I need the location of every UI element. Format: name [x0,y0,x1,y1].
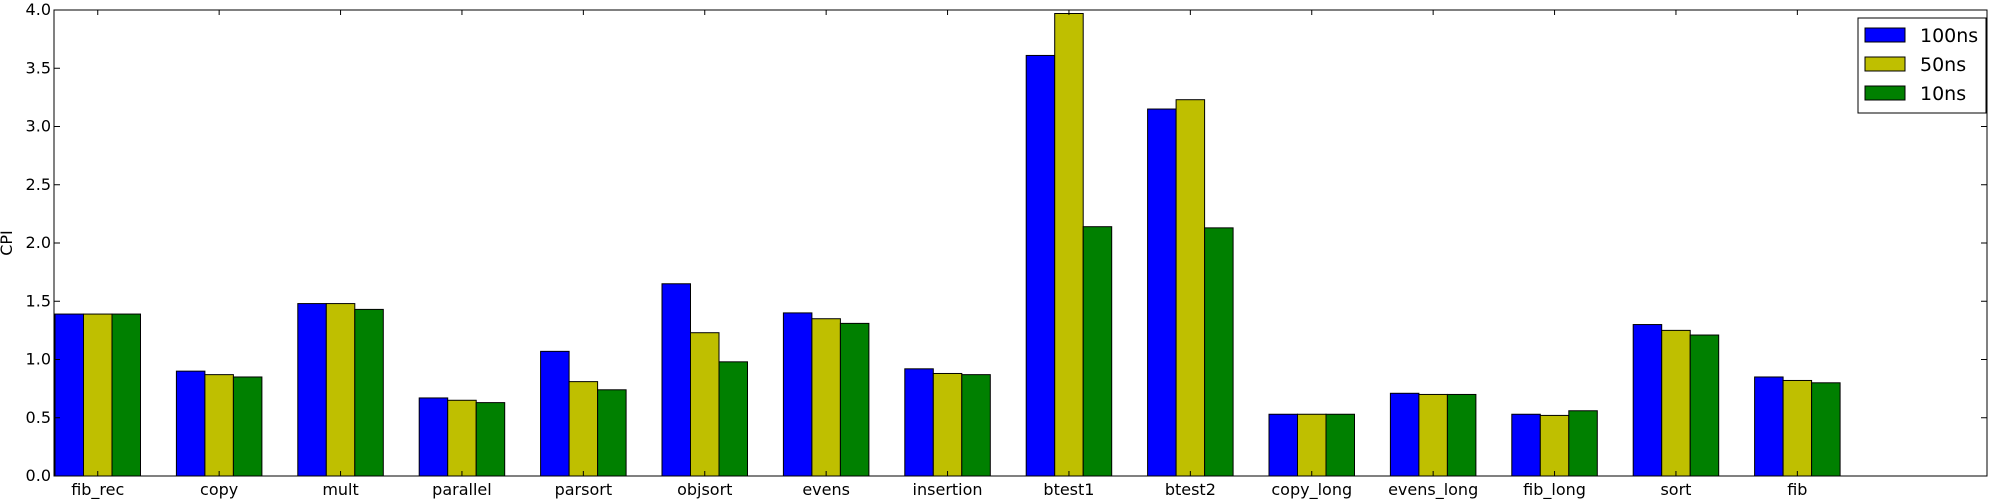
bar-btest2-100ns [1147,108,1177,477]
y-tick-label: 2.0 [26,233,51,252]
x-tick-label-fib_rec: fib_rec [71,480,124,500]
bar-parallel-50ns [447,399,477,477]
bar-fib_rec-10ns [111,313,141,477]
bar-fib_rec-100ns [54,313,84,477]
bar-btest1-100ns [1025,54,1056,477]
bar-btest1-50ns [1054,13,1084,477]
x-tick-label-insertion: insertion [913,480,983,499]
bar-evens_long-10ns [1446,393,1477,477]
bar-mult-10ns [354,308,384,477]
x-tick-label-btest2: btest2 [1165,480,1216,499]
legend-label-100ns: 100ns [1920,25,1978,47]
y-tick-label: 2.5 [26,175,51,194]
y-tick-label: 3.0 [26,117,51,136]
x-tick-label-mult: mult [322,480,358,499]
x-tick-label-btest1: btest1 [1043,480,1094,499]
bar-objsort-10ns [718,361,748,477]
x-tick-label-fib_long: fib_long [1523,480,1586,500]
bar-parallel-10ns [475,402,506,477]
bar-fib_long-100ns [1511,413,1541,477]
bar-fib_rec-50ns [83,313,113,477]
bar-fib-10ns [1811,382,1841,477]
bar-fib-50ns [1782,379,1813,477]
x-tick-label-fib: fib [1787,480,1807,499]
bar-sort-100ns [1632,324,1663,477]
bar-copy_long-50ns [1297,413,1327,477]
bar-insertion-50ns [932,372,963,477]
legend-label-50ns: 50ns [1920,54,1966,76]
bar-evens_long-100ns [1389,392,1420,477]
bar-insertion-100ns [904,368,934,477]
bar-sort-10ns [1689,334,1720,477]
bar-evens_long-50ns [1418,393,1448,477]
bar-parsort-10ns [597,389,627,477]
bar-parsort-100ns [540,350,570,477]
bar-mult-100ns [297,303,327,477]
bar-copy_long-100ns [1268,413,1298,477]
bar-fib-100ns [1754,376,1784,477]
x-tick-label-evens_long: evens_long [1388,480,1478,500]
x-tick-label-parsort: parsort [555,480,613,499]
bar-copy_long-10ns [1325,413,1355,477]
bar-parallel-100ns [418,397,449,477]
bar-insertion-10ns [961,374,991,477]
y-tick-label: 0.0 [26,466,51,485]
bar-objsort-100ns [661,283,691,477]
bars-layer [54,13,1841,477]
bar-copy-10ns [232,376,263,477]
bar-fib_long-10ns [1568,410,1598,477]
x-tick-label-copy_long: copy_long [1271,480,1352,500]
legend-label-10ns: 10ns [1920,83,1966,105]
y-tick-label: 1.0 [26,350,51,369]
legend-swatch-100ns [1864,27,1906,43]
bar-parsort-50ns [568,381,599,477]
x-tick-label-copy: copy [200,480,238,499]
bar-sort-50ns [1661,329,1691,477]
y-tick-label: 0.5 [26,408,51,427]
legend: 100ns 50ns 10ns [1857,17,1987,114]
x-tick-label-evens: evens [802,480,850,499]
y-tick-label: 4.0 [26,0,51,19]
bar-evens-100ns [782,312,813,477]
bar-btest2-50ns [1175,99,1206,477]
y-tick-label: 3.5 [26,58,51,77]
y-axis-title: CPI [0,230,16,256]
x-tick-label-parallel: parallel [432,480,492,499]
bar-evens-50ns [811,318,841,477]
bar-mult-50ns [325,303,356,477]
x-tick-label-objsort: objsort [677,480,732,499]
bar-evens-10ns [839,322,870,477]
y-tick-label: 1.5 [26,291,51,310]
bar-fib_long-50ns [1539,414,1570,477]
legend-swatch-10ns [1864,85,1906,101]
bar-copy-50ns [204,374,234,477]
axes-layer: fib_rec copy mult parallel parsort objsort eve… [26,0,1988,500]
x-tick-label-sort: sort [1660,480,1691,499]
bar-copy-100ns [175,370,206,477]
bar-btest2-10ns [1204,227,1234,477]
bar-btest1-10ns [1082,226,1113,477]
bar-objsort-50ns [690,332,720,477]
legend-swatch-50ns [1864,56,1906,72]
